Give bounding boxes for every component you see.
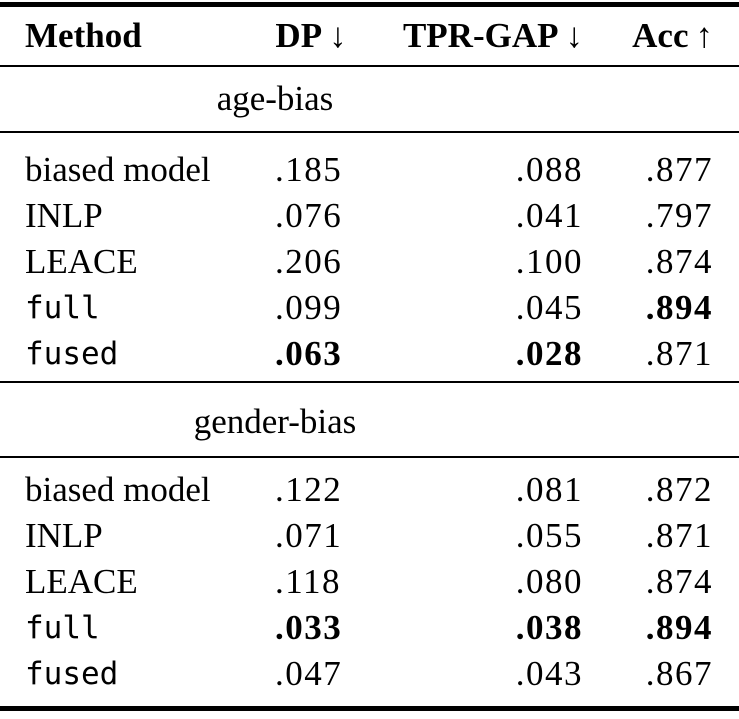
acc-value: .894: [645, 288, 713, 327]
dp-value: .076: [275, 196, 343, 235]
tpr-gap-value: .038: [515, 608, 583, 647]
table-row: LEACE .206 .100 .874: [0, 239, 739, 285]
table-row: INLP .071 .055 .871: [0, 513, 739, 559]
acc-value: .797: [645, 196, 713, 235]
up-arrow-icon: ↑: [695, 16, 714, 55]
age-bias-rows: biased model .185 .088 .877 INLP .076 .0…: [0, 133, 739, 381]
dp-value: .206: [275, 242, 343, 281]
method-cell: LEACE: [25, 562, 138, 601]
rule-below-age-bias-rows: [0, 381, 739, 383]
method-cell: fused: [25, 336, 119, 372]
section-title-age-bias: age-bias: [216, 79, 334, 118]
table-row: fused .047 .043 .867: [0, 651, 739, 697]
method-cell: LEACE: [25, 242, 138, 281]
table-row: full .033 .038 .894: [0, 605, 739, 651]
gender-bias-rows: biased model .122 .081 .872 INLP .071 .0…: [0, 458, 739, 706]
method-cell: INLP: [25, 516, 103, 555]
col-header-acc: Acc ↑: [583, 16, 713, 56]
tpr-gap-value: .080: [515, 562, 583, 601]
method-cell: biased model: [25, 470, 211, 509]
dp-value: .118: [275, 562, 341, 601]
tpr-gap-value: .045: [515, 288, 583, 327]
col-header-method: Method: [25, 16, 142, 55]
table-row: INLP .076 .041 .797: [0, 193, 739, 239]
col-header-dp-label: DP: [275, 16, 323, 55]
tpr-gap-value: .043: [515, 654, 583, 693]
tpr-gap-value: .028: [515, 334, 583, 373]
table-row: biased model .185 .088 .877: [0, 147, 739, 193]
rule-below-age-bias-title: [0, 131, 739, 133]
tpr-gap-value: .088: [515, 150, 583, 189]
section-title-gender-bias: gender-bias: [193, 402, 357, 441]
dp-value: .122: [275, 470, 343, 509]
tpr-gap-value: .100: [515, 242, 583, 281]
acc-value: .872: [645, 470, 713, 509]
dp-value: .063: [275, 334, 343, 373]
down-arrow-icon: ↓: [329, 16, 347, 55]
rule-below-gender-bias-title: [0, 456, 739, 458]
col-header-tpr-gap: TPR-GAP ↓: [347, 16, 583, 56]
table-row: biased model .122 .081 .872: [0, 467, 739, 513]
method-cell: INLP: [25, 196, 103, 235]
dp-value: .071: [275, 516, 343, 555]
tpr-gap-value: .041: [515, 196, 583, 235]
tpr-gap-value: .055: [515, 516, 583, 555]
col-header-dp: DP ↓: [275, 16, 347, 56]
acc-value: .871: [645, 516, 713, 555]
rule-below-header: [0, 65, 739, 67]
tpr-gap-value: .081: [515, 470, 583, 509]
acc-value: .871: [645, 334, 713, 373]
table-row: full .099 .045 .894: [0, 285, 739, 331]
col-header-acc-label: Acc: [632, 16, 689, 55]
table-header: Method DP ↓ TPR-GAP ↓ Acc ↑: [0, 7, 739, 65]
method-cell: full: [25, 610, 100, 646]
method-cell: fused: [25, 656, 119, 692]
method-cell: biased model: [25, 150, 211, 189]
col-header-tpr-gap-label: TPR-GAP: [402, 16, 559, 55]
acc-value: .877: [645, 150, 713, 189]
down-arrow-icon: ↓: [565, 16, 584, 55]
dp-value: .185: [275, 150, 343, 189]
dp-value: .099: [275, 288, 343, 327]
table-row: LEACE .118 .080 .874: [0, 559, 739, 605]
dp-value: .047: [275, 654, 343, 693]
rule-top: [0, 2, 739, 7]
acc-value: .867: [645, 654, 713, 693]
acc-value: .894: [645, 608, 713, 647]
rule-bottom: [0, 706, 739, 711]
dp-value: .033: [275, 608, 343, 647]
acc-value: .874: [645, 242, 713, 281]
method-cell: full: [25, 290, 100, 326]
table-row: fused .063 .028 .871: [0, 331, 739, 377]
acc-value: .874: [645, 562, 713, 601]
